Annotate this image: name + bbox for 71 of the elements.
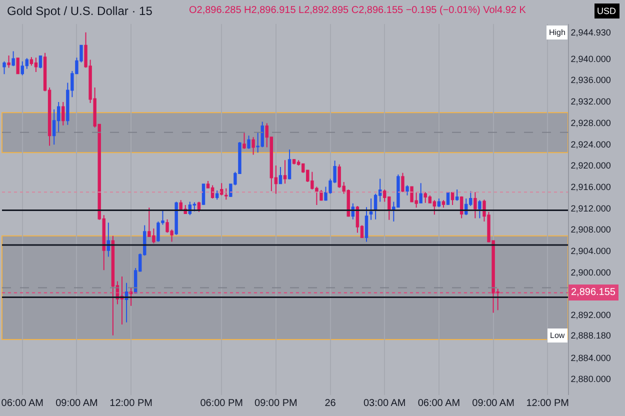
candlestick bbox=[215, 190, 219, 200]
candlestick bbox=[202, 183, 206, 206]
annotation: Low bbox=[550, 331, 565, 340]
annotation: High bbox=[549, 28, 566, 37]
ref-line-label: 2,896.155 bbox=[571, 287, 616, 298]
candlestick bbox=[120, 276, 124, 326]
y-tick-label: 2,904.000 bbox=[570, 246, 611, 256]
y-tick-label: 2,880.000 bbox=[570, 374, 611, 384]
candlestick bbox=[474, 192, 477, 219]
y-tick-label: 2,920.000 bbox=[570, 160, 611, 171]
candlestick bbox=[12, 50, 15, 67]
candlestick bbox=[401, 172, 404, 193]
candlestick bbox=[406, 184, 409, 196]
y-tick-label: 2,936.000 bbox=[570, 75, 611, 86]
x-tick-label: 12:00 PM bbox=[110, 398, 152, 409]
candlestick bbox=[364, 206, 368, 242]
x-tick-label: 09:00 PM bbox=[254, 398, 298, 409]
candlestick bbox=[252, 136, 255, 156]
y-tick-label: 2,932.000 bbox=[570, 96, 611, 107]
y-tick-label: 2,900.000 bbox=[570, 267, 611, 278]
text: USD bbox=[597, 6, 616, 16]
candlestick bbox=[369, 198, 373, 220]
candlestick bbox=[192, 202, 196, 212]
candlestick bbox=[278, 166, 282, 185]
y-tick-label: 2,916.000 bbox=[570, 182, 611, 192]
candlestick bbox=[38, 54, 42, 69]
x-tick-label: 03:00 AM bbox=[363, 398, 406, 409]
x-tick-label: 09:00 AM bbox=[472, 398, 514, 409]
candlestick bbox=[478, 200, 482, 219]
candlestick bbox=[450, 192, 454, 206]
chart-subtitle: O2,896.285 H2,896.915 L2,892.895 C2,896.155 −0.195 (−0.01%) Vol4.92 K bbox=[189, 5, 526, 16]
candlestick bbox=[106, 222, 110, 258]
y-tick-label: 2,884.000 bbox=[570, 352, 611, 363]
x-tick-label: 06:00 AM bbox=[418, 398, 460, 409]
y-tick-label: 2,892.000 bbox=[570, 310, 611, 320]
candlestick bbox=[446, 192, 450, 206]
candlestick bbox=[292, 158, 296, 165]
x-tick-label: 09:00 AM bbox=[56, 398, 98, 409]
candlestick bbox=[247, 135, 250, 150]
x-tick-label: 12:00 PM bbox=[526, 398, 570, 409]
candlestick bbox=[419, 182, 422, 204]
x-tick-label: 06:00 AM bbox=[1, 398, 44, 409]
candlestick bbox=[129, 287, 133, 306]
candlestick bbox=[34, 57, 38, 73]
candlestick bbox=[7, 54, 10, 68]
chart-title: Gold Spot / U.S. Dollar · 15 bbox=[7, 4, 153, 18]
candlestick bbox=[442, 200, 446, 208]
candlestick bbox=[111, 235, 115, 336]
y-tick-label: 2,924.000 bbox=[570, 139, 611, 150]
candlestick bbox=[242, 132, 246, 150]
y-tick-label: 2,940.000 bbox=[570, 54, 611, 64]
y-tick-label: 2,944.930 bbox=[570, 28, 611, 38]
x-tick-label: 26 bbox=[324, 398, 336, 409]
candlestick bbox=[220, 182, 224, 196]
candlestick bbox=[2, 60, 6, 75]
candlestick bbox=[437, 198, 441, 208]
candlestick bbox=[124, 282, 128, 323]
candlestick bbox=[174, 201, 178, 236]
candlestick bbox=[288, 148, 292, 180]
y-tick-label: 2,888.180 bbox=[570, 330, 611, 340]
x-tick-label: 06:00 PM bbox=[200, 398, 244, 409]
y-tick-label: 2,912.000 bbox=[570, 203, 611, 214]
candlestick bbox=[432, 200, 436, 216]
candlestick bbox=[283, 160, 287, 184]
candlestick bbox=[62, 101, 65, 126]
candlestick bbox=[224, 188, 228, 200]
candlestick bbox=[210, 184, 214, 200]
y-tick-label: 2,928.000 bbox=[570, 118, 611, 128]
candlestick bbox=[455, 188, 459, 202]
y-tick-label: 2,908.000 bbox=[570, 224, 611, 235]
candlestick bbox=[16, 57, 20, 75]
